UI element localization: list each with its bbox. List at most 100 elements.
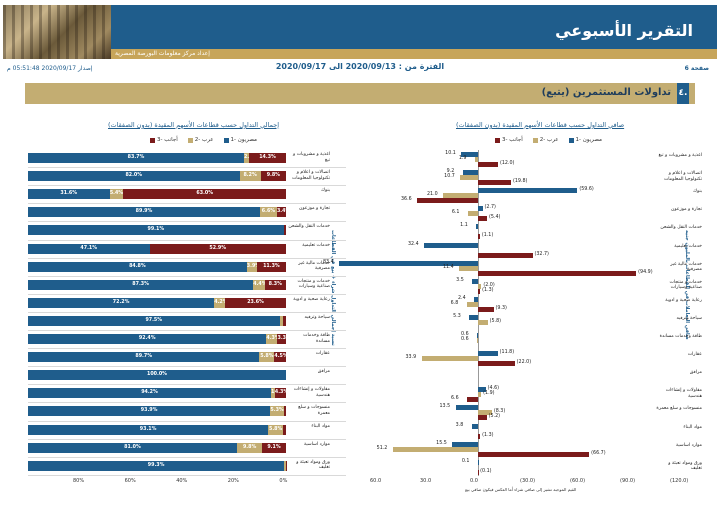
net-bar-arabs xyxy=(460,175,478,181)
bar-segment-foreigners: 8.3% xyxy=(264,279,286,290)
net-bar-egyptians xyxy=(339,260,478,266)
net-bar-foreigners xyxy=(478,433,481,439)
bar-segment-arabs xyxy=(279,315,284,326)
data-label: 2.4 xyxy=(458,295,466,301)
data-label: 33.9 xyxy=(405,355,417,361)
net-bar-egyptians xyxy=(478,351,498,357)
bar-segment-egyptians: 92.4% xyxy=(28,334,267,344)
bar-segment-egyptians: 93.1% xyxy=(28,424,269,435)
bar-segment-egyptians: 47.1% xyxy=(28,243,150,254)
data-label: (22.0) xyxy=(516,360,532,366)
bar-segment-foreigners xyxy=(283,424,286,435)
left-vaxis-label: نسبة إجمالي التداول شراء + بيع في القطاع… xyxy=(330,230,336,346)
data-label: 6.1 xyxy=(451,210,460,216)
category-label: مواد البناء xyxy=(683,424,702,430)
net-bar-foreigners xyxy=(478,415,487,421)
bar-segment-arabs: 1.5% xyxy=(271,388,275,399)
data-label: (2.7) xyxy=(484,205,496,211)
row-divider xyxy=(28,221,346,223)
data-label: (1.3) xyxy=(482,287,494,293)
net-bar-arabs xyxy=(477,338,478,343)
net-bar-foreigners xyxy=(478,216,487,222)
net-bar-foreigners xyxy=(478,252,533,258)
bar-segment-arabs: 4.3% xyxy=(266,334,278,344)
category-label: عقارات xyxy=(315,351,330,357)
net-bar-egyptians xyxy=(424,242,478,248)
data-label: (8.3) xyxy=(493,409,506,415)
tick-label: (90.0) xyxy=(620,478,636,484)
right-chart-title: صافي التداول حسب قطاعات الأسهم المقيدة (… xyxy=(456,121,625,129)
row-divider xyxy=(28,402,346,404)
bar-segment-egyptians: 81.0% xyxy=(28,442,237,453)
category-label: خدمات و منتجات صناعية وسيارات xyxy=(669,279,703,291)
bar-segment-egyptians: 99.3% xyxy=(28,460,285,471)
bar-segment-egyptians: 82.0% xyxy=(28,171,240,182)
net-bar-egyptians xyxy=(461,152,478,157)
zero-axis xyxy=(478,150,479,476)
category-label: خدمات تعليمية xyxy=(302,242,330,248)
data-label: (5.8) xyxy=(489,318,502,324)
legend-item-egyptians: مصريون -1 xyxy=(568,137,602,143)
data-label: 9.2 xyxy=(446,169,455,175)
issue-date: إصدار 2020/09/17 05:51:48 م xyxy=(7,65,93,72)
net-bar-arabs xyxy=(478,283,482,289)
bar-segment-arabs: 4.4% xyxy=(253,279,265,290)
bar-segment-arabs: 4.2% xyxy=(214,297,226,308)
category-label: طاقة وخدمات مساندة xyxy=(303,333,330,344)
row-divider xyxy=(28,185,346,187)
legend-item-arabs: عرب -2 xyxy=(187,137,214,143)
bar-segment-arabs xyxy=(284,460,286,471)
net-bar-arabs xyxy=(421,356,478,362)
info-bar: الفترة من : 2020/09/13 الى 2020/09/17 إص… xyxy=(3,62,717,74)
row-divider xyxy=(28,293,346,295)
net-bar-foreigners xyxy=(467,397,478,403)
bar-segment-arabs: 8.2% xyxy=(239,171,261,182)
data-label: 13.5 xyxy=(439,404,451,410)
legend-item-arabs: عرب -2 xyxy=(532,137,559,143)
net-bar-egyptians xyxy=(478,206,483,212)
row-divider xyxy=(28,311,346,313)
net-bar-egyptians xyxy=(469,314,478,320)
tick-label: 40% xyxy=(176,478,188,484)
net-bar-foreigners xyxy=(417,198,478,204)
data-label: 10.1 xyxy=(445,151,456,156)
data-label: 1.9 xyxy=(458,156,467,161)
bar-segment-arabs: 5.8% xyxy=(268,424,284,435)
header-photo xyxy=(3,5,111,59)
row-divider xyxy=(28,348,346,350)
category-label: بنوك xyxy=(693,189,702,195)
bar-segment-egyptians: 87.3% xyxy=(28,279,254,290)
net-bar-foreigners xyxy=(478,451,590,457)
data-label: 10.7 xyxy=(444,174,455,180)
net-bar-egyptians xyxy=(474,296,478,302)
tick-label: 60% xyxy=(124,478,136,484)
category-label: ورق ومواد تعبئة و تغليف xyxy=(296,459,330,471)
data-label: 0.6 xyxy=(461,337,469,342)
data-label: 1.1 xyxy=(460,223,468,229)
category-label: تجارة و موزعون xyxy=(299,206,330,212)
bar-segment-foreigners: 4.3% xyxy=(274,388,286,399)
legend-item-foreigners: أجانب -3 xyxy=(150,137,178,143)
section-header: ٤. تداولات المستثمرين (يتبع) xyxy=(25,83,695,104)
legend-item-egyptians: مصريون -1 xyxy=(223,137,257,143)
bar-segment-egyptians: 84.8% xyxy=(28,261,247,272)
row-divider xyxy=(28,474,346,476)
category-label: بنوك xyxy=(321,188,330,194)
net-bar-egyptians xyxy=(476,224,478,230)
category-label: ورق ومواد تعبئة و تغليف xyxy=(668,460,702,472)
net-bar-arabs xyxy=(478,410,492,416)
row-divider xyxy=(28,456,346,458)
bar-segment-foreigners: 11.3% xyxy=(256,261,286,272)
bar-segment-foreigners: 9.1% xyxy=(262,442,286,453)
bar-segment-foreigners: 3.3% xyxy=(277,334,286,344)
bar-segment-foreigners xyxy=(283,406,286,417)
net-bar-egyptians xyxy=(471,423,478,429)
category-label: مرافق xyxy=(317,369,330,375)
category-label: منسوجات و سلع معمرة xyxy=(656,406,702,412)
data-label: (1.9) xyxy=(483,391,495,397)
bar-segment-foreigners: 4.5% xyxy=(274,352,286,363)
bar-segment-egyptians: 72.2% xyxy=(28,297,215,308)
section-title: تداولات المستثمرين (يتبع) xyxy=(541,87,671,98)
category-label: خدمات مالية غير مصرفية xyxy=(298,260,330,272)
net-bar-arabs xyxy=(459,265,478,271)
